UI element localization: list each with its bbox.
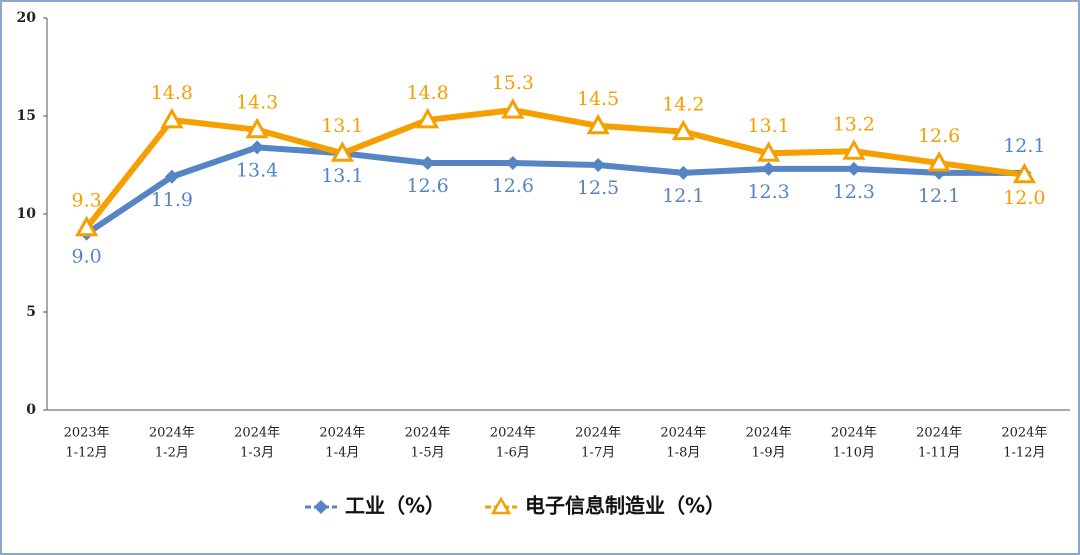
value-label: 12.1 xyxy=(918,185,960,207)
point xyxy=(505,156,520,171)
value-label: 14.8 xyxy=(151,82,193,104)
x-tick-label: 2024年 xyxy=(1001,426,1047,441)
x-tick-label: 2024年 xyxy=(660,426,706,441)
y-tick-label: 5 xyxy=(26,304,36,320)
point xyxy=(416,107,440,129)
value-label: 11.9 xyxy=(151,189,193,211)
x-tick-label: 2024年 xyxy=(405,426,451,441)
point xyxy=(164,169,179,184)
y-tick-label: 10 xyxy=(17,206,37,222)
x-tick-label: 2024年 xyxy=(319,426,365,441)
y-tick-label: 15 xyxy=(17,108,36,124)
legend-label: 电子信息制造业（%） xyxy=(525,494,725,518)
value-label: 14.8 xyxy=(406,82,448,104)
value-label: 15.3 xyxy=(492,72,534,94)
value-label: 12.6 xyxy=(406,175,448,197)
point xyxy=(330,141,354,162)
value-label: 12.1 xyxy=(662,185,704,207)
value-label: 13.1 xyxy=(747,115,789,137)
x-tick-label: 1-6月 xyxy=(496,446,530,461)
x-tick-label: 2024年 xyxy=(746,426,792,441)
value-label: 13.4 xyxy=(236,159,278,181)
y-tick-label: 0 xyxy=(26,402,36,418)
value-label: 14.3 xyxy=(236,92,278,114)
point xyxy=(245,117,269,139)
legend-marker xyxy=(490,496,512,515)
x-tick-label: 1-12月 xyxy=(1003,446,1045,461)
x-tick-label: 1-9月 xyxy=(752,446,786,461)
x-tick-label: 1-7月 xyxy=(581,446,615,461)
value-label: 12.5 xyxy=(577,177,619,199)
point xyxy=(761,161,776,176)
point xyxy=(501,98,525,119)
legend-marker xyxy=(314,500,328,514)
x-tick-label: 1-3月 xyxy=(240,446,274,461)
point xyxy=(676,165,691,180)
point xyxy=(586,113,610,135)
point xyxy=(927,150,951,172)
value-label: 13.1 xyxy=(321,115,363,137)
point xyxy=(75,215,99,237)
x-tick-label: 2024年 xyxy=(234,426,280,441)
value-label: 14.2 xyxy=(662,94,704,116)
x-tick-label: 2024年 xyxy=(916,426,962,441)
x-tick-label: 1-10月 xyxy=(833,446,875,461)
x-tick-label: 2024年 xyxy=(575,426,621,441)
x-tick-label: 2024年 xyxy=(490,426,536,441)
value-label: 9.0 xyxy=(72,246,102,268)
point xyxy=(420,156,435,171)
value-label: 14.5 xyxy=(577,88,619,110)
x-tick-label: 2024年 xyxy=(831,426,877,441)
point xyxy=(1012,162,1036,184)
series-line xyxy=(84,107,1025,230)
x-tick-label: 1-5月 xyxy=(411,446,445,461)
x-tick-label: 1-12月 xyxy=(66,446,108,461)
value-label: 13.2 xyxy=(833,113,875,135)
x-tick-label: 1-8月 xyxy=(666,446,700,461)
point xyxy=(160,107,184,129)
point xyxy=(842,139,866,160)
point xyxy=(250,140,265,155)
x-tick-label: 1-11月 xyxy=(918,446,960,461)
value-label: 12.0 xyxy=(1003,187,1045,209)
x-tick-label: 2024年 xyxy=(149,426,195,441)
value-label: 12.3 xyxy=(747,181,789,203)
point xyxy=(671,119,695,141)
series-line xyxy=(84,144,1025,237)
x-tick-label: 2023年 xyxy=(64,426,110,441)
value-label: 12.3 xyxy=(833,181,875,203)
value-label: 13.1 xyxy=(321,165,363,187)
value-label: 12.6 xyxy=(492,175,534,197)
point xyxy=(757,141,781,162)
x-tick-label: 1-4月 xyxy=(325,446,359,461)
point xyxy=(591,158,606,172)
legend-label: 工业（%） xyxy=(345,494,445,518)
x-tick-label: 1-2月 xyxy=(155,446,189,461)
value-label: 9.3 xyxy=(72,190,102,212)
value-label: 12.6 xyxy=(918,125,960,147)
value-label: 12.1 xyxy=(1003,135,1045,157)
y-tick-label: 20 xyxy=(17,10,37,26)
point xyxy=(846,161,861,176)
